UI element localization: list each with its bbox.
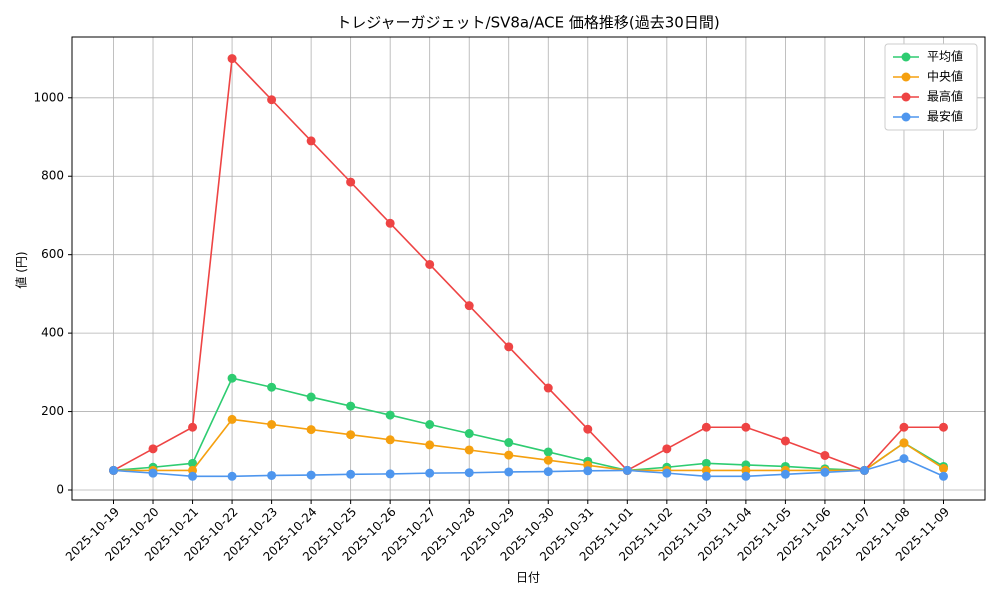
point xyxy=(504,450,514,460)
point xyxy=(701,422,711,432)
point xyxy=(543,383,553,393)
point xyxy=(148,468,158,478)
point xyxy=(425,420,435,430)
x-axis-label: 日付 xyxy=(516,571,540,585)
point xyxy=(543,467,553,477)
point xyxy=(425,440,435,450)
point xyxy=(504,342,514,352)
point xyxy=(385,218,395,228)
plot-frame xyxy=(71,36,986,501)
point xyxy=(227,373,237,383)
point xyxy=(741,471,751,481)
point xyxy=(820,450,830,460)
point xyxy=(583,466,593,476)
chart-title: トレジャーガジェット/SV8a/ACE 価格推移(過去30日間) xyxy=(336,14,719,32)
point xyxy=(939,422,948,432)
point xyxy=(227,414,237,424)
point xyxy=(109,465,118,475)
point xyxy=(622,465,632,475)
point xyxy=(227,471,237,481)
legend-label: 最安値 xyxy=(927,109,963,124)
legend-label: 中央値 xyxy=(927,69,963,84)
point xyxy=(306,136,316,146)
point xyxy=(267,420,277,430)
point xyxy=(306,470,316,480)
point xyxy=(899,438,909,448)
point xyxy=(385,469,395,479)
point xyxy=(188,471,198,481)
point xyxy=(385,435,395,445)
point xyxy=(701,471,711,481)
point xyxy=(188,422,198,432)
y-tick-label: 1000 xyxy=(33,90,64,104)
point xyxy=(346,469,356,479)
legend-label: 平均値 xyxy=(927,49,963,64)
point xyxy=(306,425,316,435)
point xyxy=(504,467,514,477)
point xyxy=(662,444,672,454)
point xyxy=(583,424,593,434)
point xyxy=(701,458,711,468)
series-line xyxy=(113,56,944,472)
y-tick-label: 200 xyxy=(41,404,64,418)
y-tick-label: 800 xyxy=(41,169,64,183)
point xyxy=(939,471,948,481)
point xyxy=(267,470,277,480)
point xyxy=(227,54,237,64)
point xyxy=(780,436,790,446)
legend-box xyxy=(884,43,978,131)
point xyxy=(346,430,356,440)
y-tick-label: 600 xyxy=(41,247,64,261)
point xyxy=(543,455,553,465)
legend-label: 最高値 xyxy=(927,89,963,104)
point xyxy=(543,447,553,457)
point xyxy=(425,259,435,269)
y-tick-label: 0 xyxy=(56,482,64,496)
point xyxy=(741,422,751,432)
legend-marker xyxy=(901,52,911,62)
point xyxy=(464,468,474,478)
point xyxy=(385,410,395,420)
y-tick-label: 400 xyxy=(41,326,64,340)
series-line xyxy=(113,457,944,478)
point xyxy=(267,95,277,105)
point xyxy=(306,392,316,402)
point xyxy=(464,429,474,439)
point xyxy=(899,422,909,432)
legend-marker xyxy=(901,112,911,122)
point xyxy=(780,469,790,479)
point xyxy=(504,438,514,448)
point xyxy=(267,382,277,392)
point xyxy=(939,463,948,473)
point xyxy=(859,465,869,475)
legend-marker xyxy=(901,92,911,102)
series-line xyxy=(113,377,944,472)
y-axis-label: 値 (円) xyxy=(14,251,29,288)
series-line xyxy=(113,418,944,472)
point xyxy=(899,454,909,464)
point xyxy=(188,458,198,468)
point xyxy=(425,468,435,478)
point xyxy=(148,444,158,454)
point xyxy=(820,467,830,477)
point xyxy=(464,301,474,311)
point xyxy=(346,177,356,187)
point xyxy=(464,445,474,455)
point xyxy=(346,401,356,411)
point xyxy=(662,468,672,478)
legend-marker xyxy=(901,72,911,82)
